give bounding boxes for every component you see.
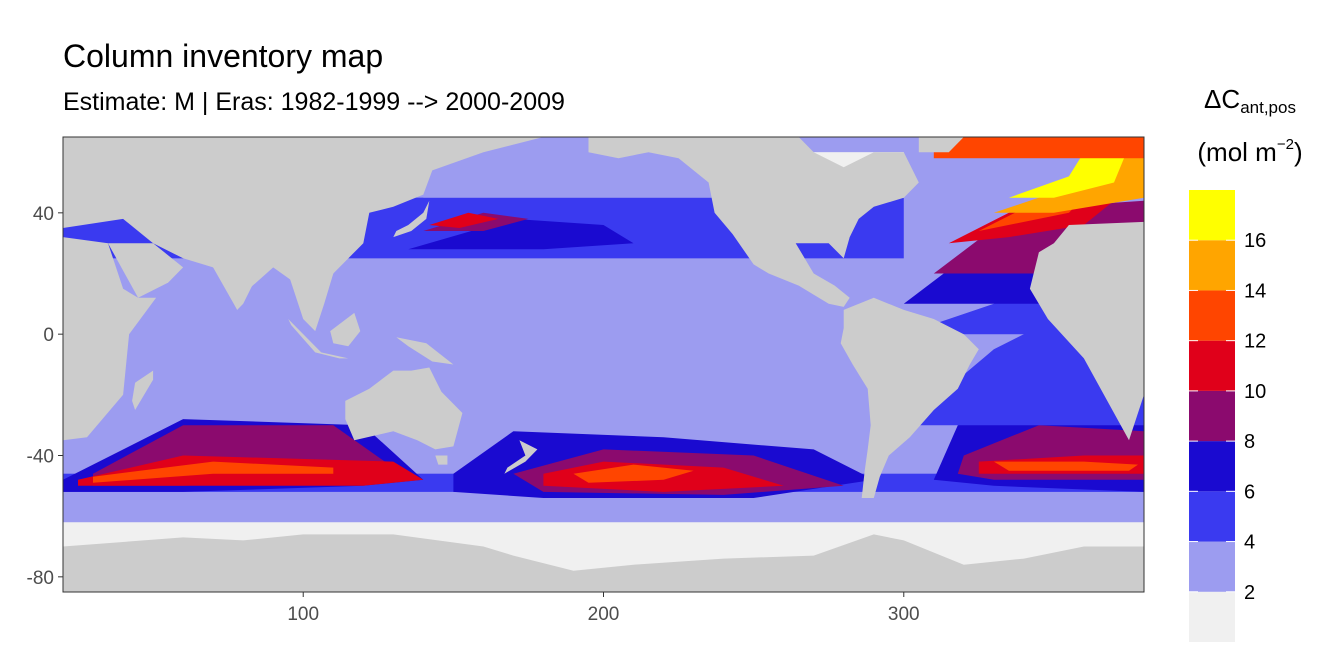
y-tick-label: 0 [43,325,54,346]
legend-swatch [1189,190,1235,241]
land-borneo [330,312,361,347]
legend-unit-suffix: ) [1293,137,1303,167]
land-new-zealand [504,440,538,474]
arctic-edge-band [933,137,1144,159]
pacific-sector-peak [573,464,694,483]
north-atlantic-subpolar [993,146,1144,213]
legend-label: 12 [1244,331,1266,353]
land-africa [63,237,157,441]
map-panel [63,137,1144,592]
legend-label: 6 [1244,481,1255,503]
land-arabia [108,243,184,298]
land-antarctica [63,534,1144,592]
x-tick-label: 100 [287,604,319,625]
legend-label: 4 [1244,532,1255,554]
y-tick-label: -40 [27,447,54,468]
legend-unit-prefix: (mol m [1197,137,1277,167]
legend-label: 2 [1244,582,1255,604]
legend-swatch [1189,290,1235,341]
legend-title-symbol: ΔCant,pos [1175,84,1325,118]
land-europe-asia [63,137,544,310]
indian-sector-peak [93,461,334,483]
legend-swatch [1189,491,1235,542]
land-india [207,261,274,310]
y-tick-label: 40 [33,204,54,225]
land-sumatra-java [288,319,349,359]
land-north-america [588,137,919,307]
legend-symbol: ΔC [1204,84,1241,114]
land-se-asia [288,273,334,332]
legend-unit-exponent: −2 [1276,136,1294,153]
land-masses [63,137,1144,592]
north-atlantic-peak [1008,146,1129,198]
land-madagascar [132,370,154,410]
legend-swatch [1189,441,1235,492]
land-japan [393,200,430,238]
legend-swatch [1189,240,1235,291]
chart-subtitle: Estimate: M | Eras: 1982-1999 --> 2000-2… [63,88,565,116]
x-tick-label: 200 [588,604,620,625]
legend-swatch [1189,541,1235,592]
atlantic-sector-peak [993,461,1138,471]
kuroshio-band [408,218,634,250]
legend-subscript: ant,pos [1240,98,1296,117]
legend-swatch [1189,340,1235,391]
chart-title: Column inventory map [63,38,384,74]
land-greenland [918,137,964,153]
land-south-america [840,297,979,498]
land-new-guinea [396,337,454,365]
land-africa-west [1029,221,1144,441]
inventory-bands [63,137,1144,592]
land-australia [345,367,463,450]
legend-swatch [1189,591,1235,642]
y-tick-label: -80 [27,568,54,589]
legend-label: 10 [1244,381,1266,403]
kuroshio-peak [429,212,499,228]
legend-label: 14 [1244,280,1266,302]
color-legend: 2 4 6 8 10 12 14 16 [1189,190,1266,642]
x-tick-label: 300 [888,604,920,625]
legend-label: 8 [1244,431,1255,453]
legend-swatch [1189,390,1235,442]
land-tasmania [435,455,448,465]
legend-label: 16 [1244,230,1266,252]
legend-title-unit: (mol m−2) [1175,136,1325,168]
